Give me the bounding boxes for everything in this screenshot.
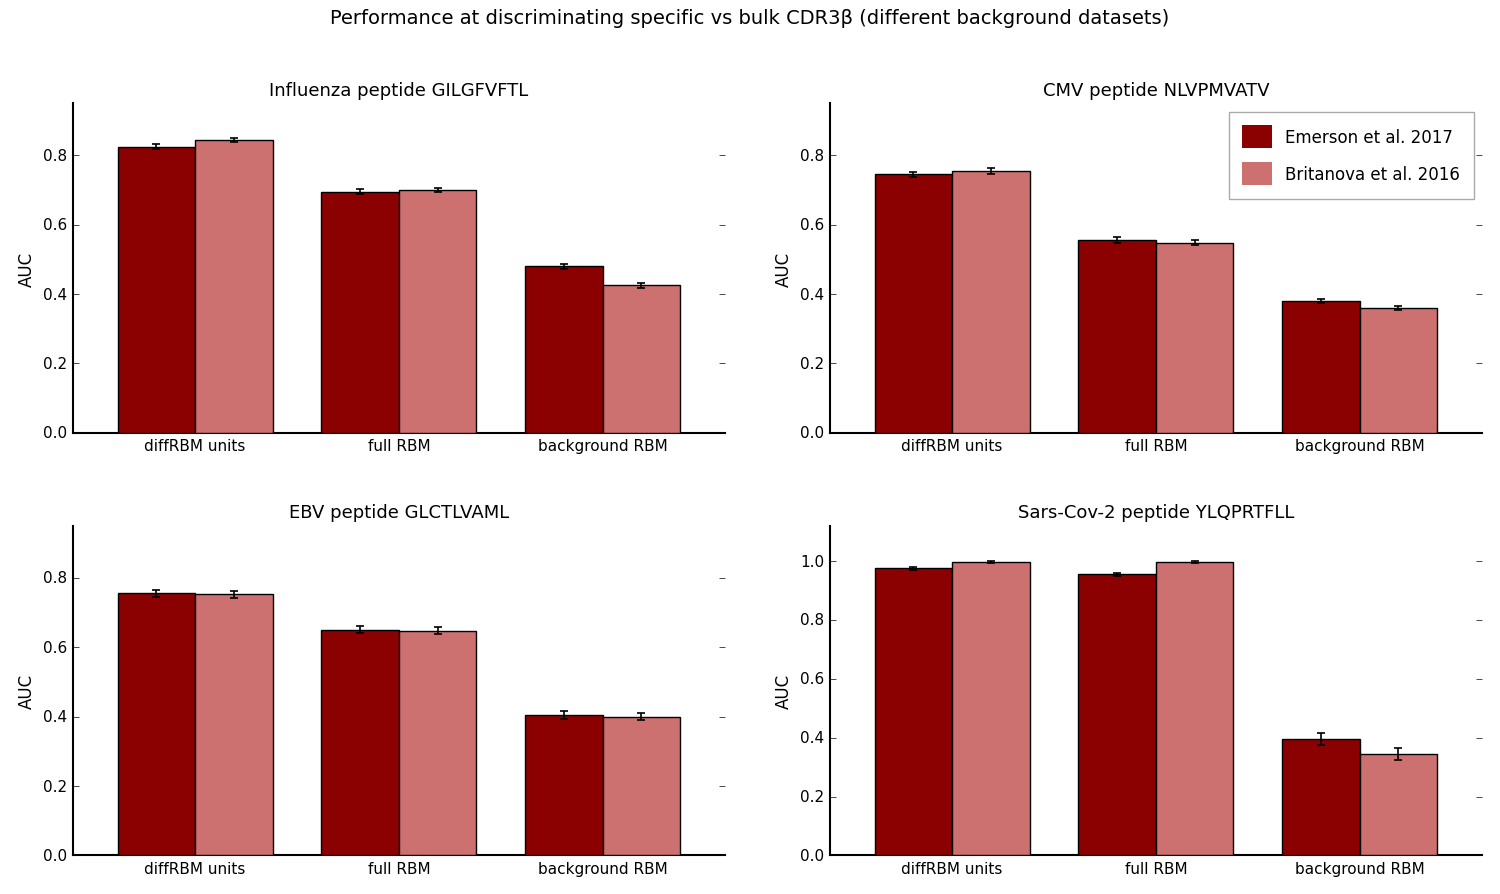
Bar xyxy=(1156,562,1233,856)
Bar xyxy=(1282,739,1359,856)
Bar xyxy=(952,172,1029,434)
Title: EBV peptide GLCTLVAML: EBV peptide GLCTLVAML xyxy=(288,504,508,522)
Bar xyxy=(525,715,603,856)
Bar xyxy=(525,267,603,434)
Bar xyxy=(1156,243,1233,434)
Bar xyxy=(117,148,195,434)
Bar xyxy=(952,562,1029,856)
Title: Sars-Cov-2 peptide YLQPRTFLL: Sars-Cov-2 peptide YLQPRTFLL xyxy=(1017,504,1294,522)
Y-axis label: AUC: AUC xyxy=(776,673,794,708)
Y-axis label: AUC: AUC xyxy=(776,251,794,286)
Bar xyxy=(195,595,273,856)
Bar xyxy=(321,630,399,856)
Bar xyxy=(603,717,680,856)
Legend: Emerson et al. 2017, Britanova et al. 2016: Emerson et al. 2017, Britanova et al. 20… xyxy=(1228,113,1473,199)
Bar xyxy=(1359,754,1437,856)
Y-axis label: AUC: AUC xyxy=(18,673,36,708)
Bar xyxy=(399,631,477,856)
Bar xyxy=(874,175,953,434)
Bar xyxy=(321,192,399,434)
Bar xyxy=(1359,308,1437,434)
Text: Performance at discriminating specific vs bulk CDR3β (different background datas: Performance at discriminating specific v… xyxy=(330,9,1170,28)
Title: CMV peptide NLVPMVATV: CMV peptide NLVPMVATV xyxy=(1042,81,1269,100)
Bar xyxy=(1282,301,1359,434)
Bar xyxy=(1078,575,1156,856)
Y-axis label: AUC: AUC xyxy=(18,251,36,286)
Title: Influenza peptide GILGFVFTL: Influenza peptide GILGFVFTL xyxy=(268,81,528,100)
Bar xyxy=(874,569,953,856)
Bar xyxy=(1078,241,1156,434)
Bar xyxy=(399,190,477,434)
Bar xyxy=(195,140,273,434)
Bar xyxy=(603,286,680,434)
Bar xyxy=(117,594,195,856)
